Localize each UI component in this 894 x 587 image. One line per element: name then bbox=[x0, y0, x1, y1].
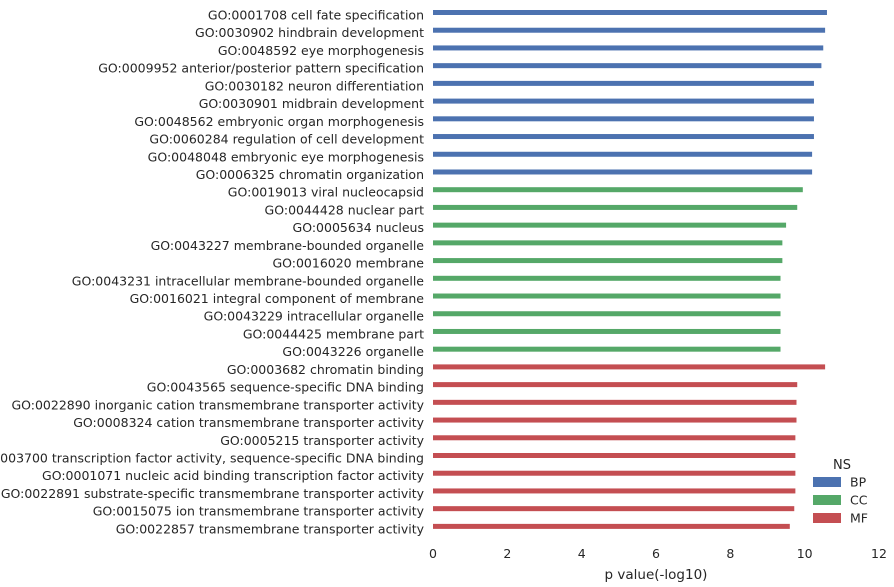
bars bbox=[433, 10, 827, 529]
category-label: GO:0044428 nuclear part bbox=[265, 202, 425, 217]
category-label: GO:0048592 eye morphogenesis bbox=[218, 43, 424, 58]
bar-mf bbox=[433, 399, 797, 405]
category-label: GO:0043226 organelle bbox=[282, 344, 424, 359]
category-label: GO:0005215 transporter activity bbox=[220, 433, 424, 448]
x-axis: 0 2 4 6 8 10 12 bbox=[429, 546, 887, 561]
bar-bp bbox=[433, 116, 814, 122]
legend-label-cc: CC bbox=[850, 493, 868, 508]
category-label: GO:0043565 sequence-specific DNA binding bbox=[147, 380, 424, 395]
category-label: GO:0015075 ion transmembrane transporter… bbox=[93, 504, 425, 519]
bar-mf bbox=[433, 364, 826, 370]
category-label: GO:0016020 membrane bbox=[272, 256, 424, 271]
bar-bp bbox=[433, 151, 813, 157]
bar-mf bbox=[433, 453, 796, 458]
legend-swatch-mf bbox=[813, 513, 841, 523]
bar-bp bbox=[433, 134, 814, 140]
bar-mf bbox=[433, 523, 790, 529]
bar-cc bbox=[433, 222, 787, 228]
bar-bp bbox=[433, 45, 824, 51]
bar-mf bbox=[433, 382, 798, 388]
category-labels: GO:0001708 cell fate specification GO:003… bbox=[0, 8, 425, 537]
category-label: GO:0043227 membrane-bounded organelle bbox=[151, 238, 425, 253]
category-label: GO:0003700 transcription factor activity… bbox=[0, 451, 424, 466]
category-label: GO:0044425 membrane part bbox=[243, 326, 424, 341]
x-axis-title: p value(-log10) bbox=[605, 567, 708, 583]
category-label: GO:0008324 cation transmembrane transpor… bbox=[73, 415, 424, 430]
bar-bp bbox=[433, 80, 814, 86]
category-label: GO:0019013 viral nucleocapsid bbox=[228, 185, 424, 200]
bar-cc bbox=[433, 240, 783, 246]
category-label: GO:0030182 neuron differentiation bbox=[205, 78, 424, 93]
bar-mf bbox=[433, 417, 797, 423]
bar-mf bbox=[433, 470, 796, 476]
category-label: GO:0003682 chromatin binding bbox=[227, 362, 424, 377]
legend-swatch-cc bbox=[813, 495, 841, 505]
bar-cc bbox=[433, 311, 781, 317]
legend-swatch-bp bbox=[813, 477, 841, 487]
bar-cc bbox=[433, 275, 781, 281]
bar-bp bbox=[433, 27, 826, 33]
bar-cc bbox=[433, 293, 781, 299]
legend: NS BP CC MF bbox=[813, 458, 868, 526]
category-label: GO:0022857 transmembrane transporter act… bbox=[116, 521, 425, 536]
category-label: GO:0043231 intracellular membrane-bounde… bbox=[72, 273, 425, 288]
bar-cc bbox=[433, 328, 781, 334]
x-tick-label: 2 bbox=[503, 546, 511, 561]
category-label: GO:0030902 hindbrain development bbox=[195, 25, 424, 40]
legend-title: NS bbox=[833, 458, 851, 473]
x-tick-label: 8 bbox=[726, 546, 734, 561]
x-tick-label: 0 bbox=[429, 546, 437, 561]
bar-bp bbox=[433, 169, 813, 175]
category-label: GO:0030901 midbrain development bbox=[199, 96, 424, 111]
bar-cc bbox=[433, 346, 781, 352]
x-tick-label: 6 bbox=[652, 546, 660, 561]
bar-cc bbox=[433, 187, 803, 193]
bar-bp bbox=[433, 63, 822, 69]
category-label: GO:0005634 nucleus bbox=[293, 220, 424, 235]
bar-mf bbox=[433, 435, 796, 441]
bar-mf bbox=[433, 488, 796, 494]
category-label: GO:0016021 integral component of membran… bbox=[130, 291, 425, 306]
x-tick-label: 10 bbox=[797, 546, 813, 561]
category-label: GO:0048562 embryonic organ morphogenesis bbox=[134, 114, 424, 129]
category-label: GO:0022891 substrate-specific transmembr… bbox=[1, 486, 425, 501]
category-label: GO:0009952 anterior/posterior pattern sp… bbox=[98, 61, 424, 76]
x-tick-label: 12 bbox=[871, 546, 887, 561]
category-label: GO:0048048 embryonic eye morphogenesis bbox=[148, 149, 424, 164]
bar-cc bbox=[433, 258, 783, 264]
x-tick-label: 4 bbox=[578, 546, 586, 561]
legend-label-mf: MF bbox=[850, 511, 868, 526]
category-label: GO:0043229 intracellular organelle bbox=[204, 309, 425, 324]
category-label: GO:0022890 inorganic cation transmembran… bbox=[11, 397, 424, 412]
bar-bp bbox=[433, 98, 814, 104]
category-label: GO:0060284 regulation of cell developmen… bbox=[149, 132, 424, 147]
bar-bp bbox=[433, 10, 827, 15]
bar-cc bbox=[433, 204, 798, 210]
legend-label-bp: BP bbox=[850, 475, 867, 490]
category-label: GO:0001071 nucleic acid binding transcri… bbox=[42, 468, 425, 483]
bar-mf bbox=[433, 506, 795, 512]
category-label: GO:0001708 cell fate specification bbox=[208, 8, 424, 23]
category-label: GO:0006325 chromatin organization bbox=[196, 167, 424, 182]
